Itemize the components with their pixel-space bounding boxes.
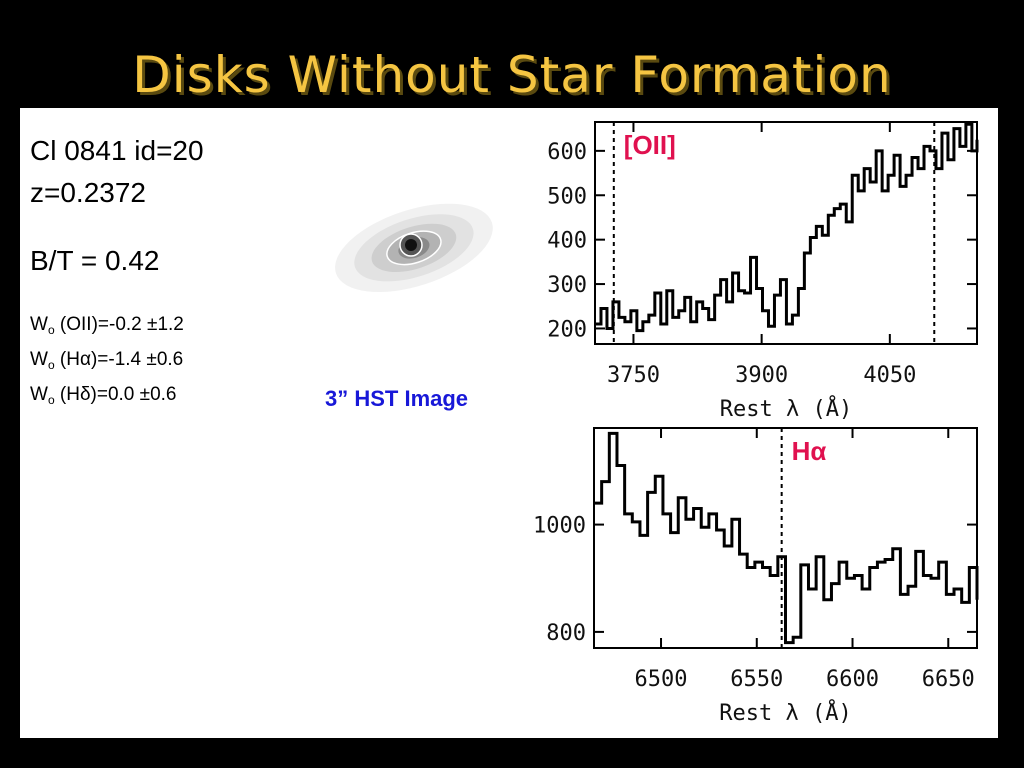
ew-halpha: Wo (Hα)=-1.4 ±0.6 (30, 349, 184, 372)
slide-title: Disks Without Star Formation (132, 46, 892, 104)
oii-plot-frame (594, 121, 978, 345)
halpha-spectrum-line (594, 431, 979, 645)
oii-x-tick-label: 3900 (735, 363, 788, 388)
oii-y-tick-label: 400 (547, 229, 587, 254)
oii-y-tick-label: 600 (547, 140, 587, 165)
bulge-to-total-ratio: B/T = 0.42 (30, 245, 160, 276)
ew-hdelta: Wo (Hδ)=0.0 ±0.6 (30, 384, 177, 407)
halpha-y-tick-label: 800 (546, 621, 586, 646)
object-info: Cl 0841 id=20 z=0.2372 B/T = 0.42 Wo (OI… (30, 130, 204, 415)
oii-y-tick-label: 500 (547, 184, 587, 209)
object-redshift: z=0.2372 (30, 177, 146, 208)
oii-y-tick-label: 300 (547, 273, 587, 298)
halpha-x-tick-label: 6650 (922, 667, 975, 692)
equivalent-widths: Wo (OII)=-0.2 ±1.2 Wo (Hα)=-1.4 ±0.6 Wo … (30, 310, 204, 415)
halpha-plot-frame (593, 427, 978, 649)
ew-oii: Wo (OII)=-0.2 ±1.2 (30, 314, 184, 337)
halpha-x-axis-title: Rest λ (Å) (719, 699, 851, 726)
oii-x-tick-label: 4050 (863, 363, 916, 388)
halpha-line-marker-label: Hα (792, 436, 827, 466)
halpha-y-tick-label: 1000 (533, 514, 586, 539)
oii-spectrum-line (595, 122, 979, 333)
halpha-spectrum-plot: 6500 6550 6600 6650 800 1000 Rest λ (Å) Hα (20, 427, 998, 738)
oii-line-marker-label: [OII] (624, 130, 676, 160)
hst-galaxy-image (335, 203, 493, 292)
oii-spectrum-plot: 3750 3900 4050 200 300 400 500 600 Rest λ (Å) [OI… (20, 108, 998, 428)
hst-image-caption: 3” HST Image (325, 386, 469, 411)
halpha-x-tick-label: 6600 (826, 667, 879, 692)
halpha-x-tick-label: 6500 (635, 667, 688, 692)
halpha-x-tick-label: 6550 (730, 667, 783, 692)
oii-x-tick-label: 3750 (607, 363, 660, 388)
object-name: Cl 0841 id=20 (30, 135, 204, 166)
content-panel: Cl 0841 id=20 z=0.2372 B/T = 0.42 Wo (OI… (20, 108, 998, 738)
oii-y-tick-label: 200 (547, 317, 587, 342)
oii-x-axis-title: Rest λ (Å) (720, 395, 852, 422)
